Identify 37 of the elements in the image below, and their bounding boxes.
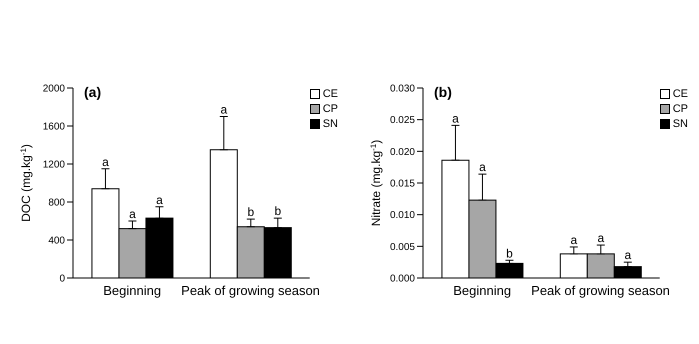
y-tick-label: 1200 [42,160,66,171]
legend-label: CP [322,103,338,115]
data-label: a [156,192,164,207]
x-tick-label: Beginning [453,283,512,298]
legend-label: CE [322,88,338,100]
data-label: b [274,204,282,218]
y-tick-label: 800 [48,198,66,209]
y-tick-label: 0.025 [390,115,416,126]
chart-title: (b) [434,84,452,100]
x-tick-label: Peak of growing season [531,283,670,298]
data-label: a [624,248,632,262]
chart-title: (a) [84,84,102,100]
y-tick-label: 0.030 [390,84,416,95]
data-label: a [129,207,136,221]
y-tick-label: 0 [59,274,66,285]
y-tick-label: 1600 [42,122,66,133]
data-label: a [479,160,486,174]
data-label: a [452,111,460,126]
y-tick-label: 0.005 [390,242,416,253]
data-label: a [220,102,228,116]
y-tick-label: 2000 [42,84,66,95]
y-tick-label: 400 [48,236,66,247]
y-tick-label: 0.020 [390,146,416,158]
legend-label: SN [672,118,688,130]
legend-label: SN [322,118,338,130]
y-tick-label: 0.010 [390,210,416,222]
legend-label: CE [672,88,688,100]
x-tick-label: Peak of growing season [181,283,320,298]
y-tick-label: 0.000 [390,274,416,285]
data-label: a [570,232,578,247]
legend-label: CP [672,103,688,115]
x-tick-label: Beginning [103,283,162,298]
data-label: a [102,154,110,169]
data-label: b [506,246,514,260]
data-label: b [247,205,254,220]
data-label: a [597,231,604,246]
y-tick-label: 0.015 [390,178,416,190]
